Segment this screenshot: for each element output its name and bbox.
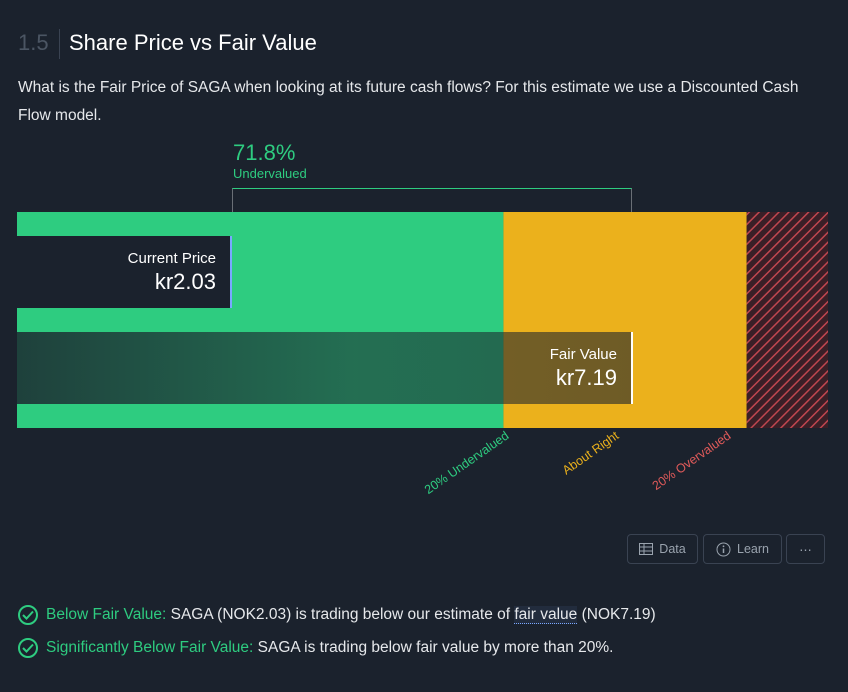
check-text: Below Fair Value: SAGA (NOK2.03) is trad… <box>46 606 656 624</box>
section-number: 1.5 <box>18 30 49 55</box>
check-significantly-below: Significantly Below Fair Value: SAGA is … <box>18 638 613 658</box>
more-options-button[interactable]: ⋯ <box>786 534 825 564</box>
section-description: What is the Fair Price of SAGA when look… <box>18 79 799 124</box>
fair-value-link[interactable]: fair value <box>514 606 578 624</box>
table-icon <box>639 543 654 555</box>
fair-value-label: Fair Value <box>549 346 617 363</box>
check-text-body: SAGA is trading below fair value by more… <box>253 639 614 656</box>
learn-button[interactable]: Learn <box>703 534 782 564</box>
data-button[interactable]: Data <box>627 534 698 564</box>
check-circle-icon <box>18 605 38 625</box>
difference-bracket <box>232 188 632 212</box>
check-text: Significantly Below Fair Value: SAGA is … <box>46 639 613 657</box>
fair-value-marker: Fair Value kr7.19 <box>17 332 633 404</box>
check-circle-icon <box>18 638 38 658</box>
data-button-label: Data <box>659 542 686 556</box>
more-options-icon: ⋯ <box>799 542 812 557</box>
check-below-fair-value: Below Fair Value: SAGA (NOK2.03) is trad… <box>18 605 656 625</box>
info-icon <box>716 542 731 556</box>
difference-percent: 71.8% <box>233 140 296 165</box>
fair-value-value: kr7.19 <box>555 365 617 390</box>
check-label: Significantly Below Fair Value: <box>46 639 254 656</box>
check-text-before: SAGA (NOK2.03) is trading below our esti… <box>166 606 515 623</box>
title-divider <box>59 29 60 59</box>
difference-label: 71.8% Undervalued <box>233 140 307 182</box>
check-text-after: (NOK7.19) <box>577 606 656 623</box>
section-title: Share Price vs Fair Value <box>69 30 317 55</box>
current-price-value: kr2.03 <box>154 269 216 294</box>
difference-status: Undervalued <box>233 166 307 181</box>
current-price-marker: Current Price kr2.03 <box>17 236 232 308</box>
current-price-label: Current Price <box>127 250 216 267</box>
zone-overvalued <box>746 212 828 428</box>
learn-button-label: Learn <box>737 542 769 556</box>
check-label: Below Fair Value: <box>46 606 167 623</box>
